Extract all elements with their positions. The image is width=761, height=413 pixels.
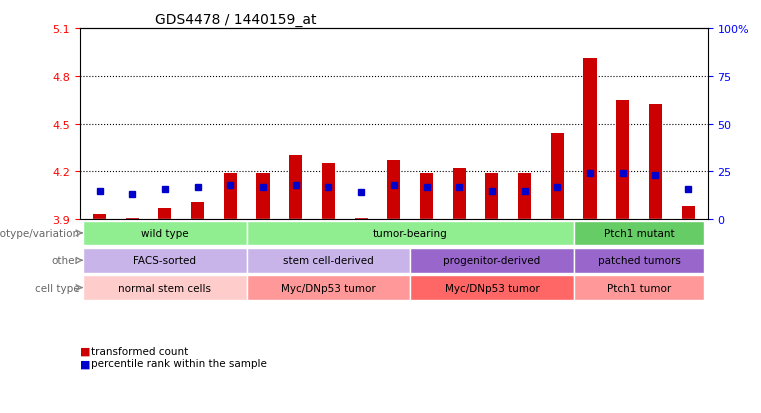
Bar	[224, 173, 237, 220]
Bar	[256, 173, 269, 220]
Text: progenitor-derived: progenitor-derived	[444, 256, 540, 266]
FancyBboxPatch shape	[410, 275, 574, 300]
Text: Ptch1 mutant: Ptch1 mutant	[603, 228, 674, 238]
Bar	[453, 169, 466, 220]
FancyBboxPatch shape	[247, 275, 410, 300]
Text: tumor-bearing: tumor-bearing	[373, 228, 447, 238]
Text: Myc/DNp53 tumor: Myc/DNp53 tumor	[281, 283, 376, 293]
Bar	[616, 100, 629, 220]
Text: other: other	[52, 256, 79, 266]
FancyBboxPatch shape	[247, 221, 574, 246]
Bar	[518, 173, 531, 220]
Text: wild type: wild type	[141, 228, 189, 238]
FancyBboxPatch shape	[83, 248, 247, 273]
FancyBboxPatch shape	[247, 248, 410, 273]
FancyBboxPatch shape	[574, 275, 705, 300]
Bar	[126, 218, 139, 220]
Bar	[355, 218, 368, 220]
Bar	[93, 215, 106, 220]
FancyBboxPatch shape	[574, 248, 705, 273]
Bar	[158, 209, 171, 220]
Bar	[387, 161, 400, 220]
Text: genotype/variation: genotype/variation	[0, 228, 79, 238]
Text: Myc/DNp53 tumor: Myc/DNp53 tumor	[444, 283, 540, 293]
Text: percentile rank within the sample: percentile rank within the sample	[91, 358, 267, 368]
FancyBboxPatch shape	[83, 221, 247, 246]
Text: ■: ■	[80, 358, 91, 368]
Text: Ptch1 tumor: Ptch1 tumor	[607, 283, 671, 293]
Bar	[551, 134, 564, 220]
FancyBboxPatch shape	[83, 275, 247, 300]
Bar	[584, 59, 597, 220]
Bar	[420, 173, 433, 220]
Bar	[649, 105, 662, 220]
Text: FACS-sorted: FACS-sorted	[133, 256, 196, 266]
Text: patched tumors: patched tumors	[597, 256, 680, 266]
Bar	[289, 156, 302, 220]
Bar	[682, 207, 695, 220]
Text: GDS4478 / 1440159_at: GDS4478 / 1440159_at	[155, 12, 317, 26]
Text: transformed count: transformed count	[91, 346, 189, 356]
FancyBboxPatch shape	[410, 248, 574, 273]
Bar	[191, 202, 204, 220]
Bar	[322, 164, 335, 220]
Text: normal stem cells: normal stem cells	[119, 283, 212, 293]
Bar	[486, 173, 498, 220]
Text: cell type: cell type	[35, 283, 79, 293]
Text: stem cell-derived: stem cell-derived	[283, 256, 374, 266]
Text: ■: ■	[80, 346, 91, 356]
FancyBboxPatch shape	[574, 221, 705, 246]
